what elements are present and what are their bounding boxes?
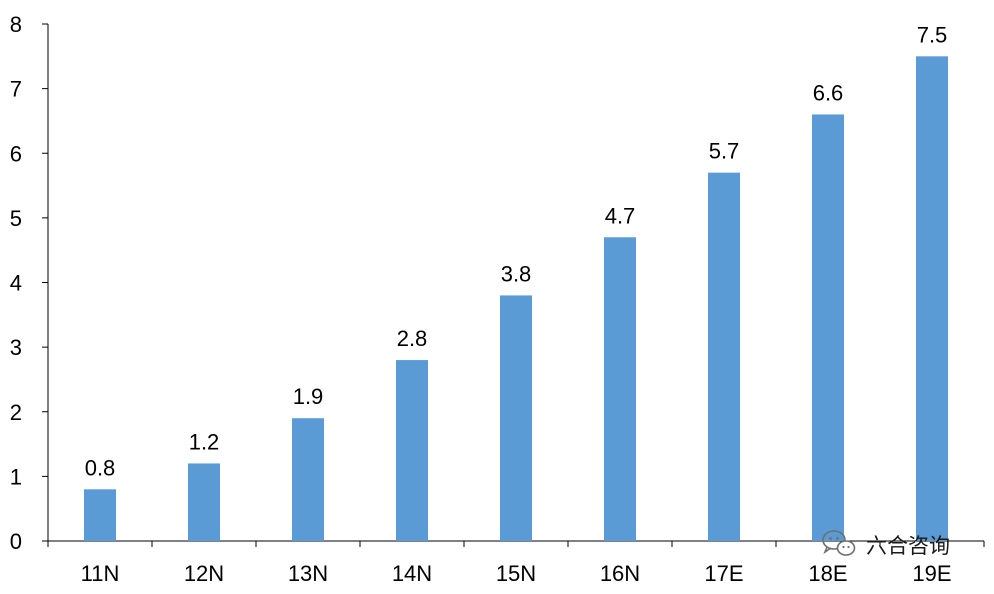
bar-13N bbox=[292, 418, 324, 541]
data-label-11N: 0.8 bbox=[85, 455, 116, 480]
data-label-12N: 1.2 bbox=[189, 429, 220, 454]
data-label-13N: 1.9 bbox=[293, 384, 324, 409]
data-label-16N: 4.7 bbox=[605, 203, 636, 228]
data-label-14N: 2.8 bbox=[397, 326, 428, 351]
x-tick-label-18E: 18E bbox=[808, 561, 847, 586]
data-label-18E: 6.6 bbox=[813, 80, 844, 105]
bar-14N bbox=[396, 360, 428, 541]
bar-19E bbox=[916, 56, 948, 541]
bar-16N bbox=[604, 237, 636, 541]
y-tick-label: 5 bbox=[10, 206, 22, 231]
data-label-15N: 3.8 bbox=[501, 261, 532, 286]
y-tick-label: 1 bbox=[10, 464, 22, 489]
x-tick-label-12N: 12N bbox=[184, 561, 224, 586]
x-tick-label-19E: 19E bbox=[912, 561, 951, 586]
y-tick-label: 8 bbox=[10, 12, 22, 37]
x-axis-labels: 11N 12N 13N 14N 15N 16N 17E 18E 19E bbox=[81, 561, 952, 586]
data-label-19E: 7.5 bbox=[917, 22, 948, 47]
x-tick-label-16N: 16N bbox=[600, 561, 640, 586]
y-tick-label: 0 bbox=[10, 529, 22, 554]
y-tick-label: 7 bbox=[10, 77, 22, 102]
bar-18E bbox=[812, 114, 844, 541]
y-tick-label: 4 bbox=[10, 271, 22, 296]
y-tick-label: 2 bbox=[10, 400, 22, 425]
x-tick-label-14N: 14N bbox=[392, 561, 432, 586]
x-axis-tick-marks bbox=[47, 541, 985, 547]
x-tick-label-11N: 11N bbox=[81, 561, 120, 586]
y-tick-label: 3 bbox=[10, 335, 22, 360]
y-axis-ticks: 0 1 2 3 4 5 6 7 8 bbox=[10, 12, 48, 554]
bar-15N bbox=[500, 295, 532, 541]
watermark-text: 六合咨询 bbox=[866, 535, 950, 558]
x-tick-label-17E: 17E bbox=[704, 561, 743, 586]
bars-group bbox=[84, 56, 948, 541]
y-tick-label: 6 bbox=[10, 141, 22, 166]
x-tick-label-15N: 15N bbox=[496, 561, 536, 586]
x-tick-label-13N: 13N bbox=[288, 561, 328, 586]
watermark: 六合咨询 bbox=[822, 530, 950, 558]
bar-12N bbox=[188, 463, 220, 541]
wechat-icon bbox=[822, 530, 856, 556]
bar-11N bbox=[84, 489, 116, 541]
bar-17E bbox=[708, 172, 740, 541]
data-labels-group: 0.8 1.2 1.9 2.8 3.8 4.7 5.7 6.6 7.5 bbox=[85, 22, 948, 480]
data-label-17E: 5.7 bbox=[709, 139, 740, 164]
